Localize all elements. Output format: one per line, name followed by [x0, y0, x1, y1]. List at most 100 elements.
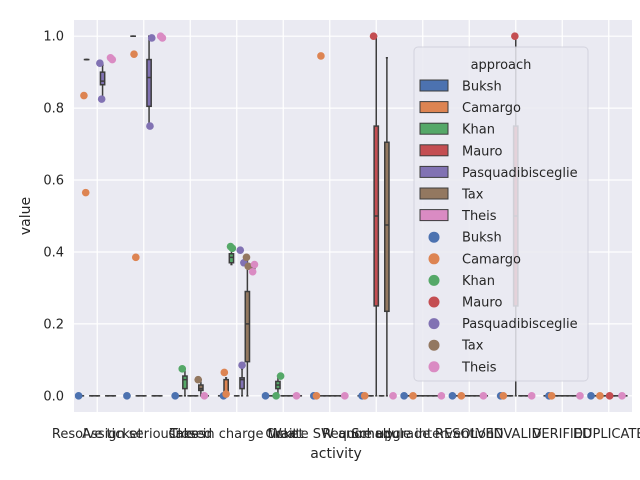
- x-tick-label: Wait: [269, 427, 298, 442]
- y-axis-ticks: 0.0 0.2 0.4 0.6 0.8 1.0: [43, 30, 64, 405]
- point-mauro: [369, 32, 378, 40]
- x-tick-label: INVALID: [490, 427, 542, 442]
- x-tick-label: Assign seriousness: [82, 427, 205, 442]
- point-theis: [248, 267, 257, 276]
- legend-frame: [413, 46, 589, 382]
- point-theis: [618, 392, 626, 400]
- y-tick-label: 0.6: [43, 174, 64, 189]
- box-iqr: [244, 290, 251, 363]
- point-buksh: [400, 392, 408, 400]
- point-theis: [389, 392, 397, 400]
- legend-label: Mauro: [462, 296, 502, 311]
- legend-label: Khan: [462, 274, 495, 289]
- legend: approach Buksh Camargo Khan Mauro Pasquadibi…: [413, 46, 589, 382]
- point-pasquadibisceglie: [236, 246, 245, 254]
- point-pasquadibisceglie: [238, 361, 246, 370]
- point-khan: [276, 372, 285, 380]
- point-theis: [108, 55, 117, 64]
- x-tick-label: Create SW anomaly: [265, 427, 394, 442]
- point-buksh: [587, 392, 595, 400]
- point-buksh: [448, 392, 457, 400]
- x-tick-label: Resolve ticket: [52, 427, 143, 442]
- legend-patch-mauro: [419, 144, 449, 157]
- y-tick-label: 0.2: [43, 317, 64, 332]
- legend-label: Buksh: [462, 80, 502, 95]
- x-tick-label: VERIFIED: [532, 427, 592, 442]
- strip-points-layer: [74, 32, 626, 400]
- legend-label: Buksh: [462, 231, 502, 246]
- legend-marker-theis: [428, 361, 440, 373]
- legend-label: Camargo: [462, 101, 521, 116]
- legend-patch-pasquadibisceglie: [419, 165, 449, 178]
- legend-label: Mauro: [462, 144, 502, 159]
- point-camargo: [547, 392, 556, 400]
- legend-marker-pasquadibisceglie: [428, 318, 440, 330]
- legend-marker-khan: [428, 274, 440, 286]
- x-axis-title: activity: [310, 446, 362, 462]
- legend-items: Buksh Camargo Khan Mauro Pasquadibisceglie Ta…: [419, 79, 578, 375]
- box-mauro: [373, 35, 380, 397]
- box-iqr: [99, 71, 106, 86]
- point-camargo: [130, 50, 138, 58]
- legend-marker-buksh: [428, 231, 440, 243]
- point-pasquadibisceglie: [147, 34, 156, 42]
- box-pasquadibisceglie: [99, 64, 106, 99]
- point-pasquadibisceglie: [96, 59, 104, 67]
- point-camargo: [317, 52, 325, 60]
- legend-marker-mauro: [428, 296, 440, 308]
- legend-label: Theis: [461, 360, 497, 375]
- point-camargo: [499, 392, 508, 400]
- legend-label: Pasquadibisceglie: [462, 317, 578, 332]
- x-tick-label: RESOLVED: [435, 427, 504, 442]
- point-tax: [242, 253, 251, 262]
- point-camargo: [222, 390, 230, 398]
- point-camargo: [220, 368, 229, 377]
- point-theis: [158, 34, 167, 42]
- point-theis: [250, 260, 259, 269]
- point-buksh: [123, 392, 131, 400]
- legend-label: Khan: [462, 123, 495, 138]
- x-tick-label: Take in charge ticket: [169, 427, 304, 442]
- point-camargo: [409, 392, 417, 400]
- point-khan: [272, 392, 280, 400]
- x-tick-label: Require upgrade: [322, 427, 430, 442]
- legend-label: Camargo: [462, 252, 521, 267]
- y-tick-label: 0.0: [43, 389, 64, 404]
- point-camargo: [80, 91, 88, 100]
- point-theis: [576, 392, 584, 400]
- point-camargo: [132, 253, 140, 262]
- box-iqr: [384, 141, 390, 313]
- x-tick-label: Schedule intervention: [351, 427, 494, 442]
- box-iqr: [228, 253, 235, 264]
- box-tax: [384, 57, 390, 397]
- point-tax: [194, 375, 202, 384]
- legend-patch-buksh: [419, 79, 449, 92]
- point-buksh: [171, 392, 180, 400]
- point-buksh: [74, 392, 83, 400]
- point-camargo: [596, 392, 604, 400]
- legend-label: Pasquadibisceglie: [462, 166, 578, 181]
- point-buksh: [261, 392, 270, 400]
- point-camargo: [312, 392, 321, 400]
- point-camargo: [360, 392, 369, 400]
- legend-marker-camargo: [428, 253, 440, 265]
- point-camargo: [81, 188, 90, 197]
- point-theis: [437, 392, 446, 400]
- box-iqr: [182, 375, 188, 390]
- legend-label: Theis: [461, 209, 497, 224]
- legend-patch-tax: [419, 187, 449, 200]
- box-iqr: [198, 384, 204, 392]
- box-iqr: [146, 58, 152, 108]
- point-pasquadibisceglie: [97, 95, 106, 103]
- point-mauro: [511, 32, 519, 40]
- x-tick-label: Closed: [168, 427, 212, 442]
- y-tick-label: 1.0: [43, 30, 64, 45]
- point-pasquadibisceglie: [146, 122, 154, 130]
- point-khan: [228, 244, 237, 253]
- legend-label: Tax: [461, 188, 484, 203]
- point-khan: [178, 365, 187, 373]
- point-theis: [292, 392, 301, 400]
- point-theis: [200, 392, 209, 400]
- y-tick-label: 0.8: [43, 102, 64, 117]
